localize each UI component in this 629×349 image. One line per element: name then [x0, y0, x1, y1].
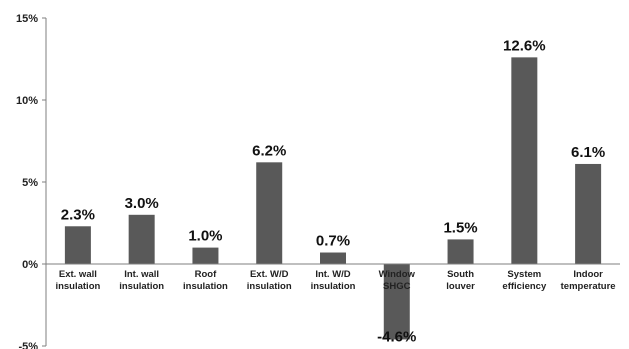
- y-tick-label: 5%: [22, 177, 38, 189]
- category-label: Window SHGC: [379, 269, 416, 292]
- bar: [575, 163, 602, 264]
- category-label-line: Int. wall: [124, 269, 159, 280]
- data-label: 1.5%: [443, 219, 477, 236]
- category-label-line: temperature: [561, 281, 616, 292]
- data-label: 12.6%: [503, 37, 546, 54]
- y-tick-label: -5%: [18, 341, 38, 349]
- category-label-line: Indoor: [573, 269, 603, 280]
- data-label: 6.2%: [252, 142, 286, 159]
- category-label-line: insulation: [119, 281, 164, 292]
- category-label-line: louver: [446, 281, 475, 292]
- category-label-line: Window: [379, 269, 416, 280]
- data-label: 3.0%: [125, 195, 159, 212]
- data-label: 1.0%: [188, 228, 222, 245]
- category-label-line: SHGC: [383, 281, 411, 292]
- category-label: Roof insulation: [183, 269, 228, 292]
- category-label-line: Ext. wall: [59, 269, 97, 280]
- category-label: Indoor temperature: [561, 269, 616, 292]
- y-tick-label: 0%: [22, 259, 38, 271]
- bar: [320, 252, 346, 264]
- category-label-line: insulation: [55, 281, 100, 292]
- data-label: -4.6%: [377, 328, 416, 345]
- category-label-line: South: [447, 269, 474, 280]
- category-label: Int. wall insulation: [119, 269, 164, 292]
- bar: [128, 214, 155, 264]
- category-label: Ext. wall insulation: [55, 269, 100, 292]
- category-label-line: insulation: [247, 281, 292, 292]
- bar: [256, 162, 283, 264]
- bar: [64, 226, 91, 264]
- category-label: South louver: [446, 269, 475, 292]
- bar: [192, 247, 219, 264]
- category-label-line: System: [507, 269, 541, 280]
- data-label: 6.1%: [571, 144, 605, 161]
- bar: [383, 264, 410, 340]
- data-label: 0.7%: [316, 233, 350, 250]
- category-label: Int. W/D insulation: [311, 269, 356, 292]
- category-label-line: Ext. W/D: [250, 269, 289, 280]
- category-label-line: insulation: [183, 281, 228, 292]
- category-label-line: efficiency: [502, 281, 547, 292]
- y-tick-label: 15%: [16, 13, 38, 25]
- category-label-line: Roof: [195, 269, 217, 280]
- category-label-line: insulation: [311, 281, 356, 292]
- bar: [511, 57, 538, 264]
- data-label: 2.3%: [61, 206, 95, 223]
- category-label: System efficiency: [502, 269, 547, 292]
- category-label: Ext. W/D insulation: [247, 269, 292, 292]
- category-label-line: Int. W/D: [315, 269, 350, 280]
- y-tick-label: 10%: [16, 95, 38, 107]
- bar: [447, 239, 474, 264]
